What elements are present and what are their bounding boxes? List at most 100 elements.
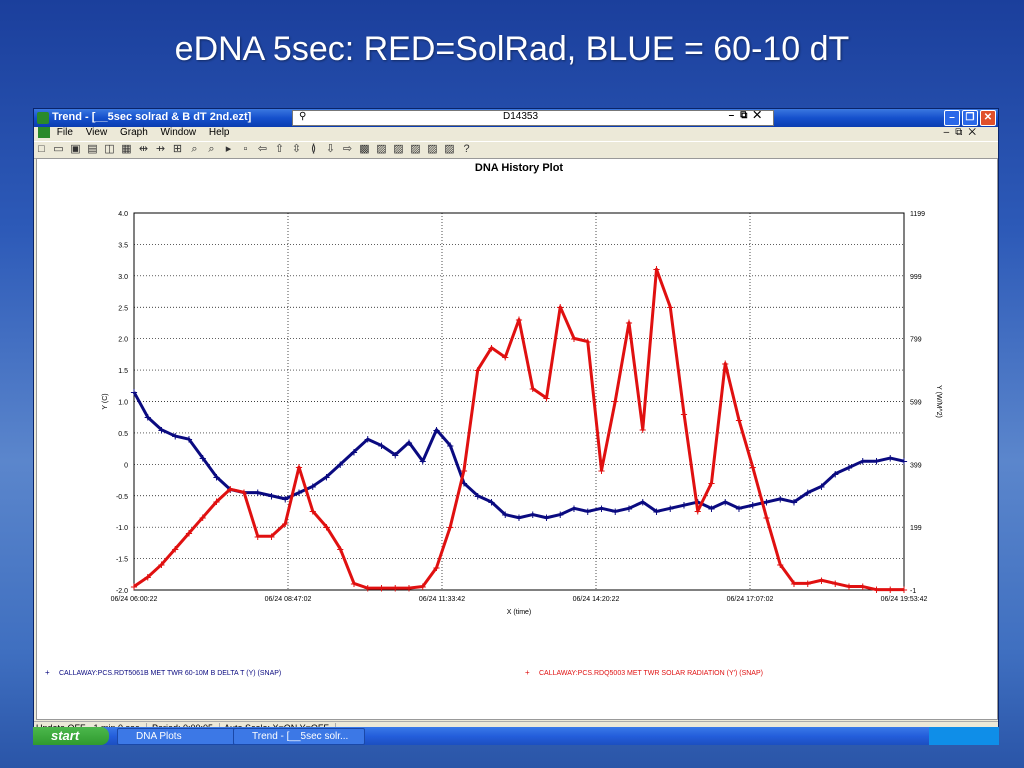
series-point-1: + (392, 448, 399, 462)
series-point-1: + (254, 486, 261, 500)
preview-icon[interactable]: ◫ (104, 143, 115, 155)
y2-tick-label: 799 (910, 337, 922, 344)
down-icon[interactable]: ⇩ (325, 143, 336, 155)
data1-icon[interactable]: ▨ (376, 143, 387, 155)
zoom-out-icon[interactable]: ⇸ (155, 143, 166, 155)
taskbar-item-dna-plots[interactable]: DNA Plots (117, 728, 235, 745)
data4-icon[interactable]: ▨ (427, 143, 438, 155)
legend-label-1: CALLAWAY:PCS.RDT5061B MET TWR 60-10M B D… (59, 670, 281, 677)
zoom-icon[interactable]: ⌕ (191, 143, 198, 155)
taskbar-item-trend[interactable]: Trend - [__5sec solr... (233, 728, 365, 745)
series-point-2: + (515, 313, 522, 327)
x-tick-label: 06/24 19:53:42 (881, 596, 928, 603)
series-point-2: + (199, 510, 206, 524)
y-tick-label: 2.0 (118, 337, 128, 344)
series-point-2: + (213, 495, 220, 509)
data3-icon[interactable]: ▨ (410, 143, 421, 155)
zoom-in-icon[interactable]: ⇹ (138, 143, 149, 155)
document-titlebar: ⚲ D14353 –⧉✕ (292, 110, 774, 126)
chart-icon[interactable]: ▩ (359, 143, 370, 155)
series-point-1: + (447, 438, 454, 452)
play-icon[interactable]: ▸ (225, 143, 232, 155)
series-point-2: + (598, 463, 605, 477)
series-point-1: + (845, 460, 852, 474)
left-icon[interactable]: ⇦ (257, 143, 268, 155)
series-point-2: + (570, 331, 577, 345)
series-point-2: + (460, 463, 467, 477)
series-point-2: + (502, 350, 509, 364)
series-point-2: + (185, 526, 192, 540)
child-window-controls[interactable]: –⧉✕ (943, 127, 982, 138)
search-icon[interactable]: ⌕ (208, 143, 215, 155)
series-point-1: + (282, 492, 289, 506)
series-point-2: + (708, 476, 715, 490)
series-point-2: + (790, 576, 797, 590)
start-button[interactable]: start (33, 727, 109, 745)
y2-tick-label: 199 (910, 525, 922, 532)
series-point-1: + (639, 495, 646, 509)
series-point-1: + (804, 486, 811, 500)
series-point-1: + (873, 454, 880, 468)
plot-area[interactable]: DNA History Plot 4.0 3.5 3.0 2.5 2.0 1.5 1.0 0.5… (36, 158, 998, 720)
document-controls[interactable]: –⧉✕ (728, 110, 767, 121)
series-point-1: + (557, 508, 564, 522)
series-point-2: + (694, 504, 701, 518)
series-point-1: + (735, 501, 742, 515)
new-icon[interactable]: □ (38, 143, 45, 155)
series-point-2: + (323, 520, 330, 534)
y2-tick-label: 399 (910, 462, 922, 469)
stop-icon[interactable]: ▫ (243, 143, 248, 155)
menu-view[interactable]: View (85, 127, 108, 139)
series-line-1 (132, 391, 905, 520)
window-titlebar[interactable]: Trend - [__5sec solrad & B dT 2nd.ezt] ⚲… (34, 109, 998, 127)
start-label: start (51, 728, 80, 743)
series-point-2: + (158, 558, 165, 572)
taskbar-item-label: Trend - [__5sec solr... (252, 731, 349, 742)
help-icon[interactable]: ? (463, 143, 470, 155)
system-tray[interactable] (929, 727, 999, 745)
series-point-1: + (433, 423, 440, 437)
save-icon[interactable]: ▣ (70, 143, 81, 155)
print-icon[interactable]: ▤ (87, 143, 98, 155)
maximize-button[interactable]: ❐ (962, 110, 978, 126)
menu-graph[interactable]: Graph (119, 127, 148, 139)
up-icon[interactable]: ⇧ (274, 143, 285, 155)
series-point-2: + (392, 581, 399, 595)
series-point-2: + (378, 581, 385, 595)
series-point-2: + (625, 316, 632, 330)
series-point-2: + (859, 580, 866, 594)
series-point-1: + (295, 486, 302, 500)
series-point-1: + (309, 479, 316, 493)
data5-icon[interactable]: ▨ (444, 143, 455, 155)
properties-icon[interactable]: ▦ (121, 143, 132, 155)
y2-tick-label: -1 (910, 588, 916, 595)
expand-icon[interactable]: ≬ (310, 143, 317, 155)
series-point-1: + (859, 454, 866, 468)
menu-window[interactable]: Window (160, 127, 197, 139)
close-button[interactable]: ✕ (980, 110, 996, 126)
pin-icon[interactable]: ⚲ (299, 111, 307, 122)
series-point-2: + (557, 300, 564, 314)
series-point-1: + (515, 511, 522, 525)
series-point-1: + (144, 410, 151, 424)
right-icon[interactable]: ⇨ (342, 143, 353, 155)
series-point-2: + (900, 583, 907, 597)
series-point-1: + (749, 498, 756, 512)
series-point-1: + (598, 501, 605, 515)
updown-icon[interactable]: ⇳ (291, 143, 302, 155)
data2-icon[interactable]: ▨ (393, 143, 404, 155)
minimize-button[interactable]: – (944, 110, 960, 126)
grid-icon[interactable]: ⊞ (172, 143, 183, 155)
open-icon[interactable]: ▭ (53, 143, 64, 155)
series-point-1: + (419, 454, 426, 468)
y-tick-label: -1.5 (116, 557, 128, 564)
slide-title: eDNA 5sec: RED=SolRad, BLUE = 60-10 dT (174, 30, 850, 68)
menu-file[interactable]: File (56, 127, 73, 139)
menu-help[interactable]: Help (208, 127, 230, 139)
series-point-1: + (722, 495, 729, 509)
legend-marker-1: + (45, 668, 50, 677)
series-point-1: + (529, 508, 536, 522)
series-point-1: + (832, 467, 839, 481)
series-point-2: + (268, 529, 275, 543)
series-point-2: + (433, 561, 440, 575)
